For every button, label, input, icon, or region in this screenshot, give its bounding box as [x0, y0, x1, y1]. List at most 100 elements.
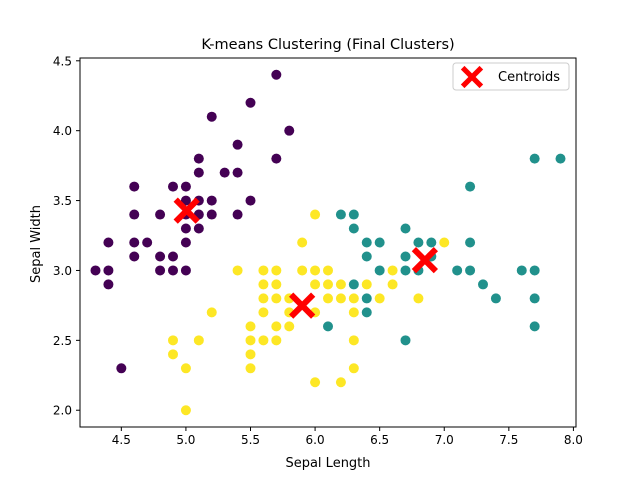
scatter-point-cluster-2 [348, 363, 359, 374]
x-tick-label: 5.0 [176, 433, 195, 447]
scatter-point-cluster-1 [361, 307, 372, 318]
plot-frame [79, 57, 577, 428]
scatter-point-cluster-2 [361, 279, 372, 290]
scatter-point-cluster-2 [245, 363, 256, 374]
centroid-marker [173, 197, 200, 224]
scatter-point-cluster-0 [180, 223, 191, 234]
y-tick-label: 4.5 [53, 54, 72, 68]
scatter-point-cluster-1 [348, 209, 359, 220]
scatter-point-cluster-2 [310, 265, 321, 276]
scatter-point-cluster-2 [310, 209, 321, 220]
scatter-point-cluster-1 [348, 223, 359, 234]
scatter-point-cluster-2 [168, 349, 178, 360]
chart-title: K-means Clustering (Final Clusters) [201, 37, 454, 53]
scatter-point-cluster-2 [271, 293, 282, 304]
scatter-point-cluster-1 [529, 153, 540, 164]
scatter-point-cluster-2 [168, 335, 178, 346]
scatter-point-cluster-1 [413, 237, 424, 248]
scatter-point-cluster-2 [335, 279, 346, 290]
scatter-point-cluster-0 [180, 181, 191, 192]
scatter-point-cluster-2 [323, 293, 333, 304]
scatter-point-cluster-0 [129, 237, 140, 248]
scatter-point-cluster-2 [258, 279, 269, 290]
scatter-point-cluster-0 [232, 139, 243, 150]
scatter-point-cluster-2 [258, 307, 269, 318]
x-tick-label: 8.0 [564, 433, 583, 447]
y-tick-label: 3.5 [53, 194, 72, 208]
scatter-point-cluster-2 [271, 265, 282, 276]
scatter-point-cluster-2 [271, 321, 282, 332]
scatter-point-cluster-1 [374, 237, 385, 248]
scatter-point-cluster-1 [465, 237, 476, 248]
scatter-point-cluster-2 [323, 279, 333, 290]
scatter-point-cluster-0 [271, 69, 282, 80]
scatter-point-cluster-0 [142, 237, 153, 248]
y-tick-label: 2.0 [53, 404, 72, 418]
centroid-stroke [173, 197, 200, 224]
scatter-point-cluster-2 [258, 335, 269, 346]
x-axis-label: Sepal Length [285, 456, 370, 471]
scatter-point-cluster-2 [245, 321, 256, 332]
scatter-point-cluster-2 [348, 307, 359, 318]
x-tick-label: 6.0 [306, 433, 325, 447]
scatter-point-cluster-0 [180, 265, 191, 276]
scatter-point-cluster-0 [284, 125, 295, 136]
scatter-point-cluster-1 [529, 293, 540, 304]
y-tick-label: 2.5 [53, 334, 72, 348]
scatter-point-cluster-0 [232, 167, 243, 178]
scatter-point-cluster-2 [297, 265, 308, 276]
y-tick-label: 3.0 [53, 264, 72, 278]
scatter-point-cluster-0 [168, 181, 178, 192]
scatter-point-cluster-1 [323, 321, 333, 332]
scatter-point-cluster-0 [168, 251, 178, 262]
scatter-point-cluster-1 [426, 237, 437, 248]
scatter-point-cluster-2 [180, 363, 191, 374]
legend-centroid-x-icon [460, 65, 484, 89]
scatter-point-cluster-0 [103, 265, 114, 276]
scatter-point-cluster-0 [168, 265, 178, 276]
scatter-point-cluster-1 [400, 265, 411, 276]
scatter-point-cluster-1 [465, 181, 476, 192]
scatter-point-cluster-2 [193, 335, 204, 346]
scatter-point-cluster-1 [400, 223, 411, 234]
centroid-stroke [411, 246, 438, 274]
axis-ticks: 4.5 5.0 5.5 6.0 6.5 7.0 7.5 8.0 2.0 2.5 3.0 3.5 4.0 4… [53, 54, 583, 447]
scatter-point-cluster-2 [232, 265, 243, 276]
x-tick-label: 4.5 [112, 433, 131, 447]
scatter-point-cluster-2 [310, 377, 321, 388]
scatter-point-cluster-2 [413, 293, 424, 304]
scatter-point-cluster-0 [193, 167, 204, 178]
x-tick-label: 5.5 [241, 433, 260, 447]
scatter-point-cluster-1 [555, 153, 566, 164]
scatter-point-cluster-0 [193, 153, 204, 164]
scatter-point-cluster-2 [310, 279, 321, 290]
scatter-point-cluster-1 [335, 209, 346, 220]
scatter-point-cluster-0 [271, 153, 282, 164]
scatter-point-cluster-1 [400, 335, 411, 346]
legend: Centroids [452, 62, 570, 91]
x-tick-label: 6.5 [370, 433, 389, 447]
scatter-point-cluster-0 [180, 237, 191, 248]
scatter-point-cluster-0 [155, 209, 166, 220]
legend-label-centroids: Centroids [498, 70, 560, 85]
scatter-point-cluster-0 [206, 209, 217, 220]
scatter-point-cluster-2 [245, 349, 256, 360]
scatter-point-cluster-2 [323, 265, 333, 276]
centroid-stroke [460, 65, 484, 89]
scatter-point-cluster-2 [387, 279, 398, 290]
centroid-marker [289, 292, 316, 319]
scatter-point-cluster-2 [374, 293, 385, 304]
scatter-point-cluster-2 [387, 265, 398, 276]
scatter-point-cluster-2 [258, 293, 269, 304]
scatter-point-cluster-2 [271, 279, 282, 290]
scatter-point-cluster-2 [245, 335, 256, 346]
centroid-stroke [289, 292, 316, 319]
scatter-point-cluster-0 [219, 167, 230, 178]
scatter-point-cluster-2 [180, 405, 191, 416]
scatter-point-cluster-0 [90, 265, 101, 276]
scatter-point-cluster-0 [193, 223, 204, 234]
scatter-point-cluster-1 [465, 265, 476, 276]
scatter-point-cluster-1 [361, 293, 372, 304]
